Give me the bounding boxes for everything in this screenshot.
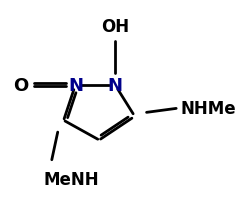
Text: OH: OH (101, 18, 129, 36)
Text: N: N (107, 76, 122, 94)
Text: O: O (13, 76, 28, 94)
Text: N: N (68, 76, 83, 94)
Text: NHMe: NHMe (180, 100, 236, 118)
Text: MeNH: MeNH (44, 170, 100, 188)
